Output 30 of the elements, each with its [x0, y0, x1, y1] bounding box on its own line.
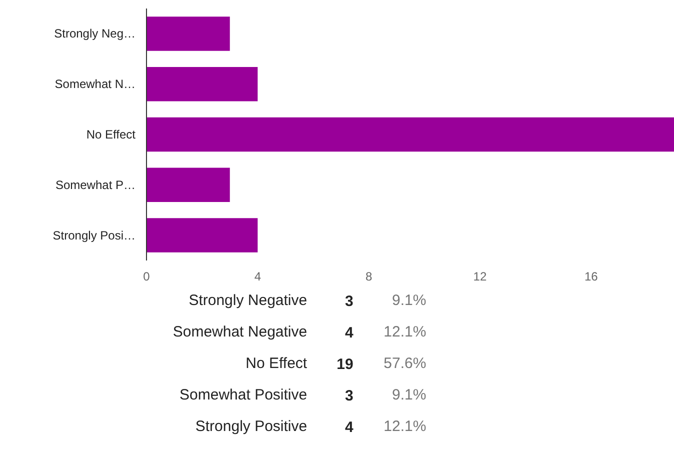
y-tick-label: Somewhat N… [54, 77, 136, 92]
text: Strongly Positive [195, 418, 308, 435]
y-tick-label: Somewhat P… [55, 178, 136, 192]
x-tick-label: 0 [143, 270, 150, 284]
x-tick-label: 12 [473, 270, 487, 284]
bar [146, 168, 230, 202]
text: 4 [344, 419, 354, 436]
x-tick-label: 8 [365, 270, 372, 284]
bar [146, 218, 258, 252]
bar [146, 117, 674, 152]
bar [146, 16, 230, 51]
x-tick-label: 16 [584, 270, 598, 284]
bar [146, 66, 258, 102]
text: No Effect [246, 355, 308, 372]
text: 19 [336, 356, 354, 373]
text: 9.1% [392, 292, 426, 309]
text: Strongly Negative [188, 292, 308, 309]
text: Somewhat Positive [180, 386, 308, 404]
x-tick-label: 4 [254, 270, 262, 284]
text: 4 [344, 324, 354, 342]
text: Somewhat Negative [172, 324, 308, 340]
y-tick-label: No Effect [86, 128, 136, 142]
y-tick-label: Strongly Posi… [52, 228, 136, 242]
text: 12.1% [384, 418, 426, 435]
text: 12.1% [384, 324, 426, 340]
text: 9.1% [392, 386, 426, 404]
y-tick-label: Strongly Neg… [54, 26, 136, 41]
text: 57.6% [384, 355, 426, 372]
text: 3 [344, 388, 354, 404]
text: 3 [344, 293, 354, 310]
